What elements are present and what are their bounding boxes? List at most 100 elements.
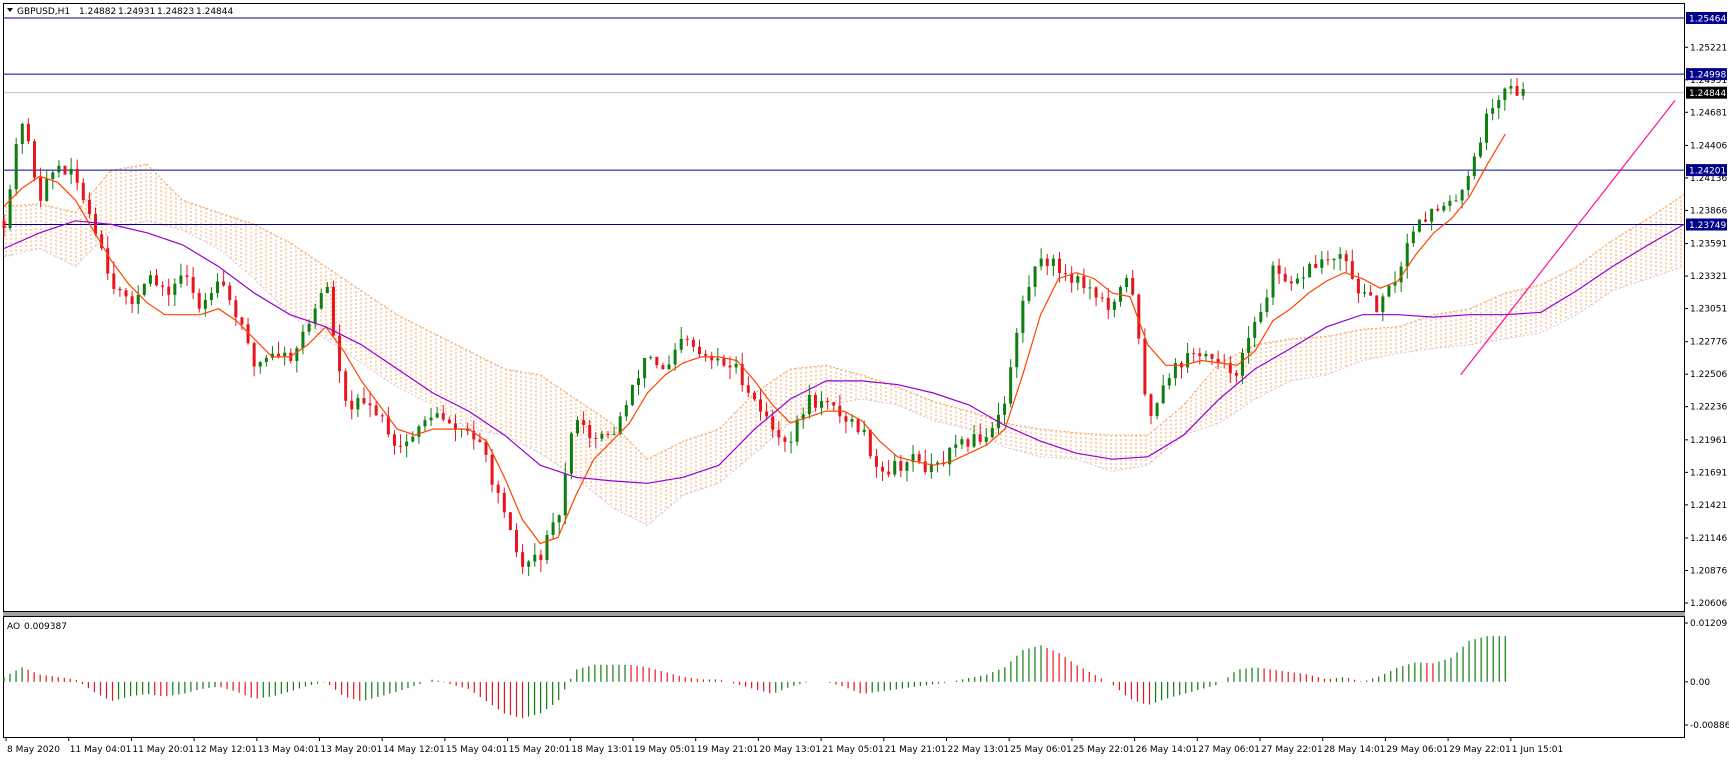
candle-body: [142, 283, 146, 295]
time-tick-label: 25 May 06:01: [1010, 745, 1072, 755]
candle-body: [1137, 294, 1141, 339]
candle-body: [716, 358, 720, 361]
ichimoku-cloud: [3, 163, 1685, 526]
candle-body: [386, 416, 390, 435]
candle-body: [1149, 394, 1153, 416]
candle-body: [704, 354, 708, 356]
candle-body: [637, 378, 641, 386]
candle-body: [94, 213, 98, 235]
candle-body: [307, 323, 311, 332]
candle-body: [1350, 261, 1354, 279]
candle-body: [1253, 321, 1257, 339]
candle-body: [533, 554, 537, 562]
candle-body: [911, 454, 915, 463]
candle-body: [1369, 292, 1373, 296]
candle-body: [57, 165, 61, 173]
candle-body: [502, 492, 506, 513]
candle-body: [624, 405, 628, 417]
candle-body: [935, 462, 939, 464]
price-tick-label: 1.23051: [1690, 305, 1727, 315]
price-tick-label: 1.24951: [1690, 76, 1727, 86]
candle-body: [429, 417, 433, 421]
time-tick-label: 21 May 21:01: [885, 745, 947, 755]
candle-body: [557, 515, 561, 523]
candle-body: [1192, 353, 1196, 355]
candle-body: [1186, 353, 1190, 368]
candle-body: [594, 437, 598, 439]
price-tick-label: 1.22776: [1690, 338, 1727, 348]
slow-ma-line: [3, 220, 1685, 484]
candle-body: [545, 534, 549, 561]
candle-body: [478, 439, 482, 442]
candle-body: [1515, 86, 1519, 96]
candle-body: [81, 182, 85, 201]
candle-body: [490, 454, 494, 485]
candle-body: [1503, 88, 1507, 101]
pane-separator[interactable]: [3, 612, 1685, 616]
candle-body: [722, 358, 726, 366]
candle-body: [1283, 273, 1287, 282]
candle-body: [643, 358, 647, 379]
price-tick-label: 1.23321: [1690, 272, 1727, 282]
time-tick-label: 19 May 05:01: [634, 745, 696, 755]
candle-body: [1076, 276, 1080, 283]
candle-body: [649, 356, 653, 359]
candle-body: [698, 346, 702, 355]
candle-body: [1521, 89, 1525, 96]
symbol-label: GBPUSD,H1: [17, 7, 70, 17]
candle-body: [20, 123, 24, 145]
time-tick-label: 19 May 21:01: [697, 745, 759, 755]
trendlines[interactable]: [1460, 99, 1676, 376]
candle-body: [1277, 265, 1281, 274]
level-price-box[interactable]: [1686, 218, 1727, 231]
candle-body: [551, 522, 555, 535]
candle-body: [783, 437, 787, 442]
horizontal-levels[interactable]: [4, 17, 1684, 226]
candle-body: [1485, 113, 1489, 143]
ao-axis: 0.01209 0.00 -0.008867: [1684, 619, 1729, 731]
candle-body: [1173, 363, 1177, 379]
candle-body: [1320, 259, 1324, 268]
fast-ma-line: [3, 133, 1506, 545]
candle-body: [563, 473, 567, 516]
candle-body: [264, 357, 268, 362]
candle-body: [813, 394, 817, 408]
ao-tick-label: 0.01209: [1690, 619, 1727, 629]
price-axis[interactable]: 1.25221 1.24951 1.24681 1.24406 1.24136 1.238…: [1684, 12, 1727, 609]
candle-body: [978, 434, 982, 442]
candle-body: [1302, 277, 1306, 279]
level-price-box[interactable]: [1686, 164, 1727, 177]
candle-body: [1039, 258, 1043, 267]
triangle-down-icon[interactable]: [7, 8, 13, 12]
candle-body: [1057, 258, 1061, 274]
candle-body: [618, 416, 622, 434]
candle-body: [33, 141, 37, 178]
time-tick-label: 18 May 13:01: [571, 745, 633, 755]
candle-body: [368, 403, 372, 406]
candle-body: [1051, 258, 1055, 266]
main-pane-frame: [3, 3, 1685, 612]
candle-body: [734, 363, 738, 368]
candle-body: [521, 552, 525, 567]
level-price-label: 1.24998: [1689, 71, 1726, 81]
candle-body: [374, 405, 378, 416]
current-price-box: [1686, 86, 1727, 99]
time-axis[interactable]: 8 May 2020 11 May 04:01 11 May 20:01 12 May…: [5, 737, 1563, 755]
trendline[interactable]: [1460, 99, 1676, 376]
price-tick-label: 1.22506: [1690, 370, 1727, 380]
candle-body: [148, 275, 152, 284]
time-tick-label: 11 May 20:01: [132, 745, 194, 755]
level-price-box[interactable]: [1686, 12, 1727, 24]
candle-body: [1472, 156, 1476, 176]
price-tick-label: 1.21691: [1690, 468, 1727, 478]
time-tick-label: 27 May 06:01: [1198, 745, 1260, 755]
candle-body: [874, 456, 878, 467]
level-price-box[interactable]: [1686, 68, 1727, 81]
price-tick-label: 1.25221: [1690, 43, 1727, 53]
candle-body: [197, 292, 201, 309]
candle-body: [405, 441, 409, 447]
price-tick-label: 1.20876: [1690, 566, 1727, 576]
candle-body: [1308, 263, 1312, 278]
candle-body: [118, 288, 122, 291]
candle-body: [1106, 297, 1110, 310]
